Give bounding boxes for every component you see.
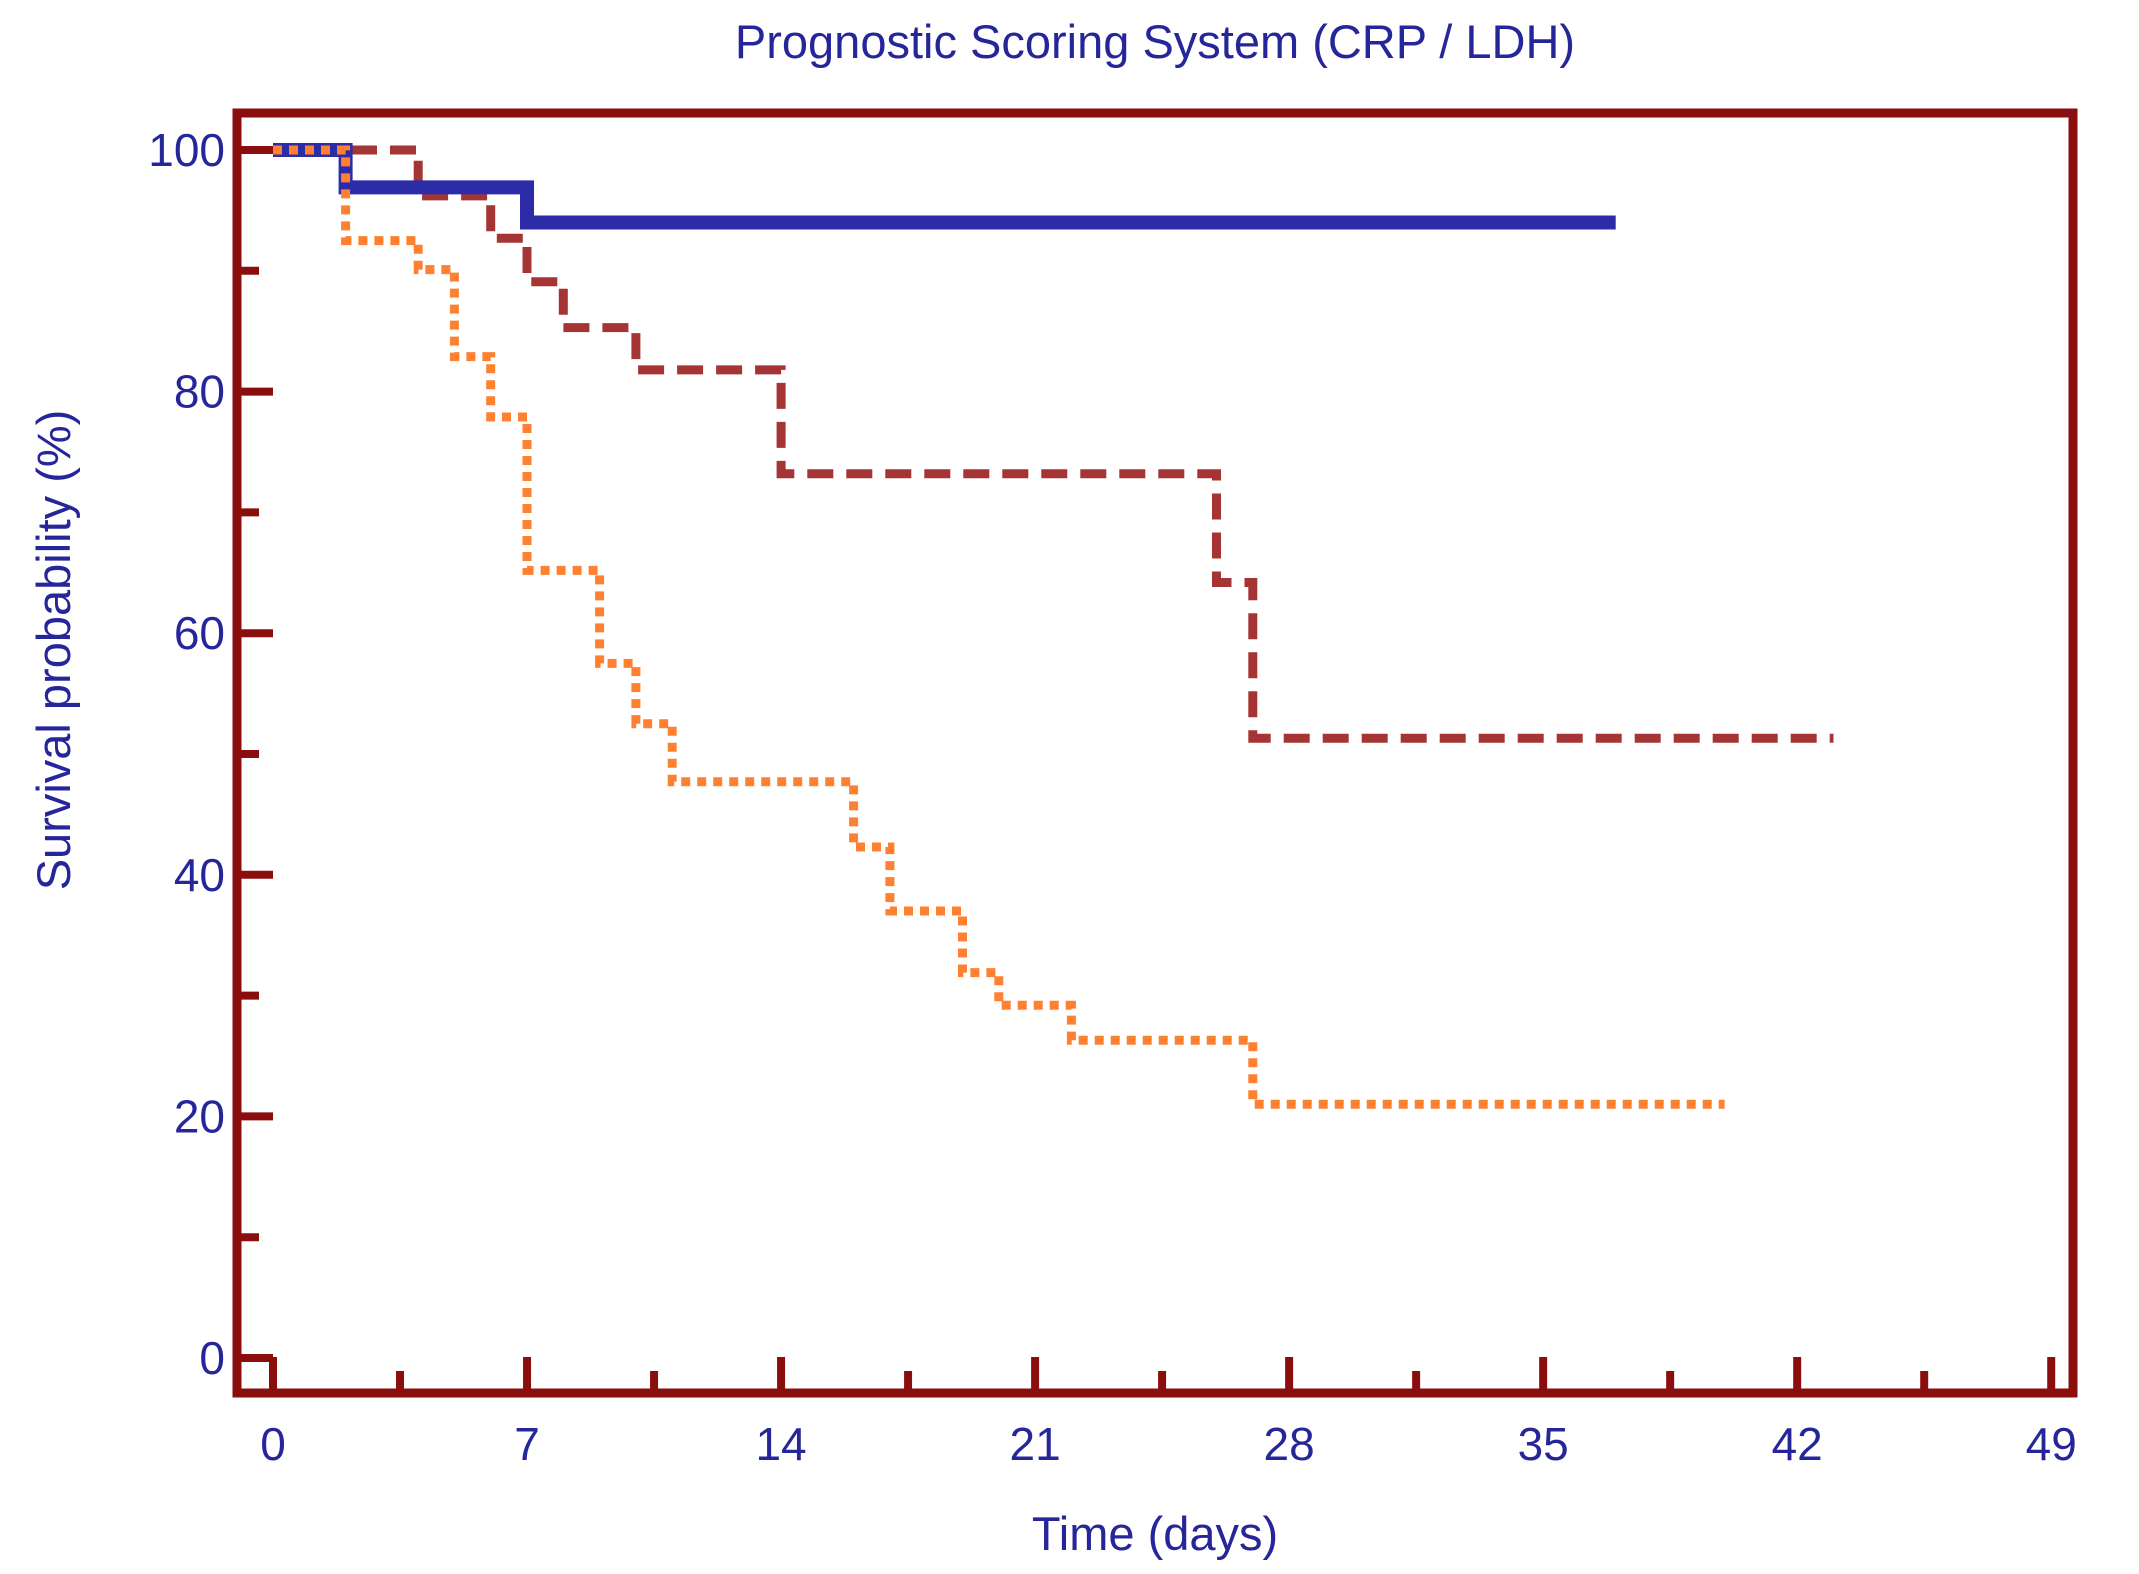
series-dotted-orange <box>273 145 1725 1109</box>
x-axis-title: Time (days) <box>1032 1507 1278 1560</box>
y-tick-label-40: 40 <box>174 849 225 901</box>
series-solid-blue <box>273 143 1616 230</box>
x-tick-label-28: 28 <box>1264 1418 1315 1470</box>
y-axis-title: Survival probability (%) <box>27 410 80 891</box>
x-tick-label-42: 42 <box>1772 1418 1823 1470</box>
y-axis-tick-labels: 0 20 40 60 80 100 <box>148 124 225 1384</box>
x-tick-label-35: 35 <box>1518 1418 1569 1470</box>
plot-frame <box>232 108 2078 1398</box>
x-tick-label-7: 7 <box>514 1418 540 1470</box>
y-tick-label-80: 80 <box>174 366 225 418</box>
x-tick-label-49: 49 <box>2026 1418 2077 1470</box>
x-tick-label-14: 14 <box>755 1418 806 1470</box>
x-tick-label-21: 21 <box>1010 1418 1061 1470</box>
y-tick-label-20: 20 <box>174 1090 225 1142</box>
y-tick-label-60: 60 <box>174 607 225 659</box>
y-tick-label-100: 100 <box>148 124 225 176</box>
y-tick-label-0: 0 <box>199 1332 225 1384</box>
x-tick-label-0: 0 <box>260 1418 286 1470</box>
chart-title: Prognostic Scoring System (CRP / LDH) <box>735 15 1575 68</box>
x-axis-tick-labels: 0 7 14 21 28 35 42 49 <box>260 1418 2077 1470</box>
x-axis-ticks <box>269 1357 2056 1393</box>
survival-curves <box>273 143 1834 1109</box>
y-axis-ticks <box>237 146 273 1362</box>
series-dashed-dark-red <box>273 145 1834 743</box>
